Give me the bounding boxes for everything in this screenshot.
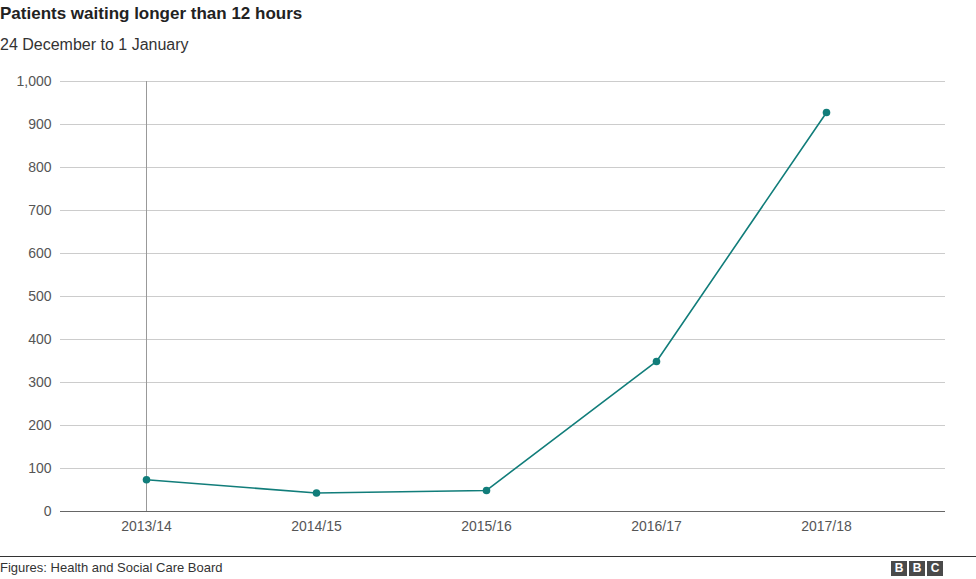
svg-text:800: 800 bbox=[28, 159, 52, 175]
svg-text:900: 900 bbox=[28, 116, 52, 132]
html-text:24 December to 1 January: 24 December to 1 January bbox=[0, 36, 189, 53]
svg-text:2017/18: 2017/18 bbox=[801, 518, 852, 534]
html-text:B: B bbox=[894, 561, 904, 575]
svg-text:1,000: 1,000 bbox=[16, 73, 51, 89]
svg-text:300: 300 bbox=[28, 374, 52, 390]
html-text:C: C bbox=[930, 561, 940, 575]
html-text:B: B bbox=[912, 561, 922, 575]
svg-text:200: 200 bbox=[28, 417, 52, 433]
svg-text:500: 500 bbox=[28, 288, 52, 304]
html-text:Figures: Health and Social Car: Figures: Health and Social Care Board bbox=[0, 560, 223, 575]
svg-text:400: 400 bbox=[28, 331, 52, 347]
svg-text:600: 600 bbox=[28, 245, 52, 261]
html-text:Patients waiting longer than 1: Patients waiting longer than 12 hours bbox=[0, 4, 303, 23]
svg-text:2013/14: 2013/14 bbox=[121, 518, 172, 534]
svg-text:700: 700 bbox=[28, 202, 52, 218]
svg-text:2015/16: 2015/16 bbox=[461, 518, 512, 534]
svg-text:2014/15: 2014/15 bbox=[291, 518, 342, 534]
svg-text:2016/17: 2016/17 bbox=[631, 518, 682, 534]
svg-text:0: 0 bbox=[44, 503, 52, 519]
svg-text:100: 100 bbox=[28, 460, 52, 476]
